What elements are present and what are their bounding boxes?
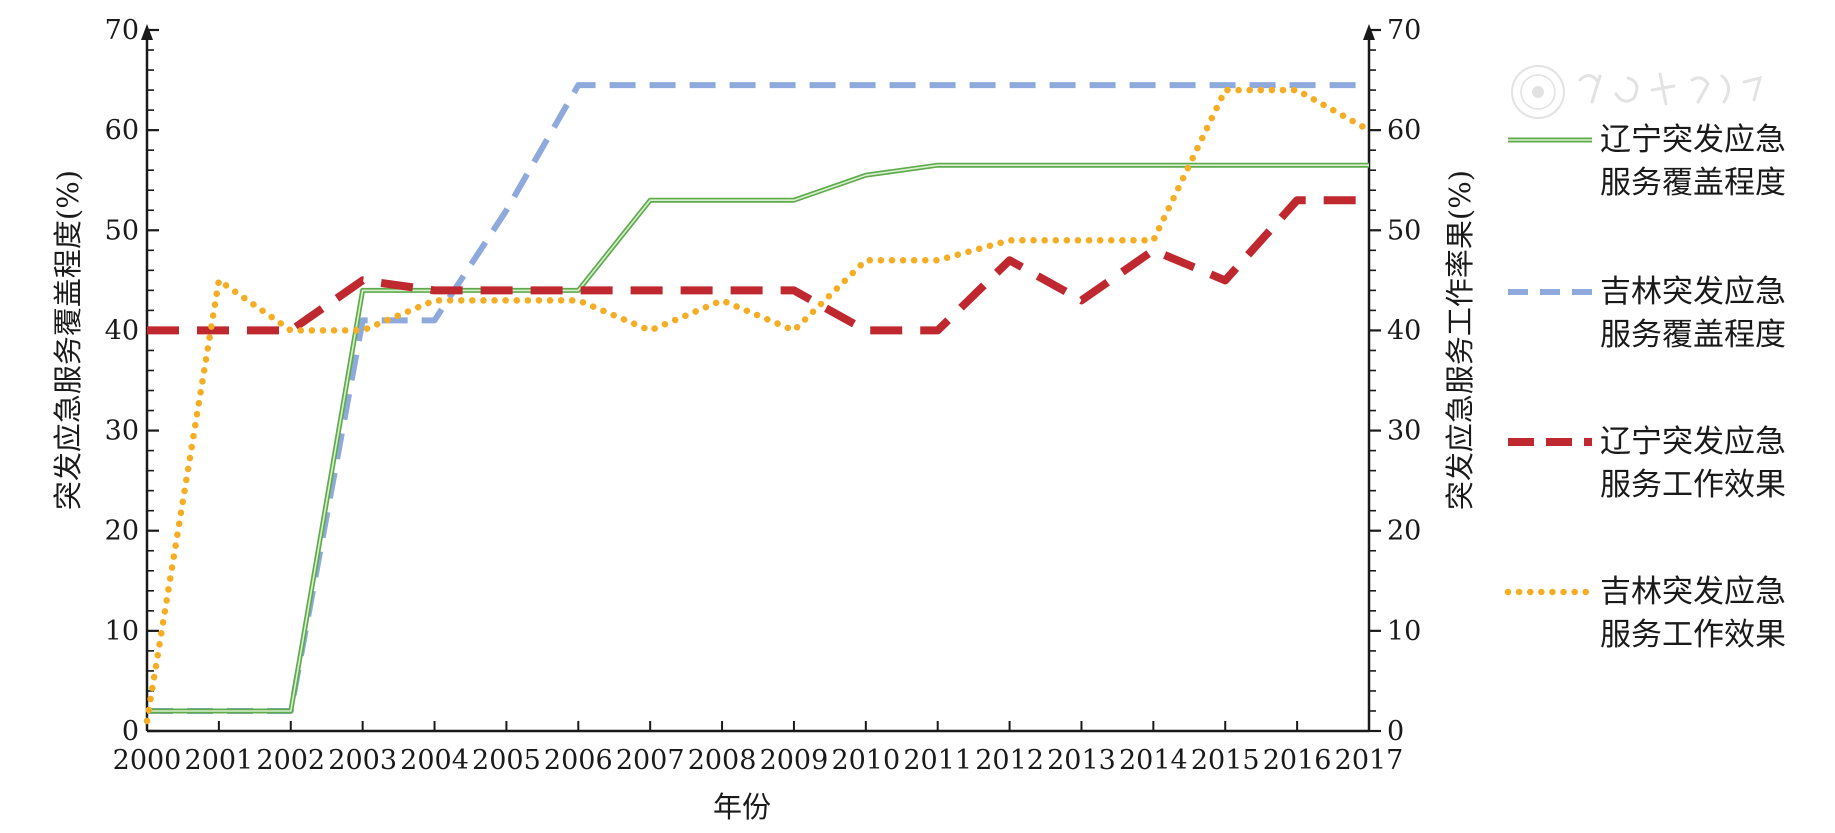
x-tick-label: 2002	[256, 745, 325, 776]
left-y-axis-arrow	[141, 24, 153, 40]
x-tick-label: 2007	[616, 745, 685, 776]
x-tick-label: 2009	[760, 745, 829, 776]
right-y-tick-label: 40	[1387, 315, 1421, 346]
x-tick-label: 2003	[328, 745, 397, 776]
right-y-ticks: 0 10 20 30 40 50 60 70	[1369, 15, 1421, 747]
right-y-tick-label: 50	[1387, 215, 1421, 246]
x-tick-label: 2010	[831, 745, 900, 776]
right-y-axis-arrow	[1363, 24, 1375, 40]
legend-label-jilin-coverage: 吉林突发应急	[1600, 274, 1786, 310]
x-tick-label: 2006	[544, 745, 613, 776]
x-tick-label: 2005	[472, 745, 541, 776]
left-y-tick-label: 10	[105, 616, 139, 647]
x-ticks: 2000 2001 2002 2003 2004 2005 2006 2007 2008 2009…	[113, 721, 1404, 776]
left-y-tick-label: 60	[105, 115, 139, 146]
right-y-tick-label: 70	[1387, 15, 1421, 46]
right-y-tick-label: 0	[1387, 716, 1404, 747]
right-y-tick-label: 60	[1387, 115, 1421, 146]
left-y-axis-title: 突发应急服务覆盖程度(%)	[51, 170, 85, 510]
x-tick-label: 2017	[1335, 745, 1404, 776]
x-tick-label: 2004	[400, 745, 469, 776]
left-y-tick-label: 70	[105, 15, 139, 46]
left-y-ticks: 0 10 20 30 40 50 60 70	[105, 15, 159, 747]
left-y-tick-label: 30	[105, 416, 139, 447]
axes	[141, 24, 1375, 733]
legend-label-liaoning-effect: 服务工作效果	[1600, 467, 1786, 503]
legend-label-jilin-coverage: 服务覆盖程度	[1600, 317, 1786, 353]
x-tick-label: 2011	[903, 745, 972, 776]
x-tick-label: 2016	[1263, 745, 1332, 776]
right-y-axis-title: 突发应急服务工作率果(%)	[1443, 170, 1477, 510]
legend: 辽宁突发应急服务覆盖程度吉林突发应急服务覆盖程度辽宁突发应急服务工作效果吉林突发…	[1504, 122, 1786, 653]
left-y-tick-label: 50	[105, 215, 139, 246]
series-layer	[143, 82, 1373, 725]
x-tick-label: 2015	[1191, 745, 1260, 776]
series-line-liaoning-coverage	[147, 162, 1369, 714]
x-tick-label: 2001	[185, 745, 254, 776]
x-tick-label: 2014	[1119, 745, 1188, 776]
x-tick-label: 2012	[975, 745, 1044, 776]
x-tick-label: 2008	[688, 745, 757, 776]
x-tick-label: 2000	[113, 745, 182, 776]
legend-label-liaoning-coverage: 辽宁突发应急	[1600, 122, 1786, 158]
legend-label-liaoning-coverage: 服务覆盖程度	[1600, 165, 1786, 201]
x-tick-label: 2013	[1047, 745, 1116, 776]
legend-label-jilin-effect: 吉林突发应急	[1600, 574, 1786, 610]
left-y-tick-label: 20	[105, 516, 139, 547]
right-y-tick-label: 20	[1387, 516, 1421, 547]
right-y-tick-label: 30	[1387, 416, 1421, 447]
right-y-tick-label: 10	[1387, 616, 1421, 647]
publisher-watermark-logo	[1511, 65, 1763, 119]
left-y-tick-label: 0	[122, 716, 139, 747]
left-y-tick-label: 40	[105, 315, 139, 346]
legend-label-liaoning-effect: 辽宁突发应急	[1600, 424, 1786, 460]
x-axis-title: 年份	[713, 790, 771, 824]
series-line-liaoning-effect	[147, 196, 1369, 335]
series-line-jilin-effect	[143, 86, 1373, 725]
legend-label-jilin-effect: 服务工作效果	[1600, 617, 1786, 653]
series-line-liaoning-coverage-highlight	[147, 164, 1369, 712]
